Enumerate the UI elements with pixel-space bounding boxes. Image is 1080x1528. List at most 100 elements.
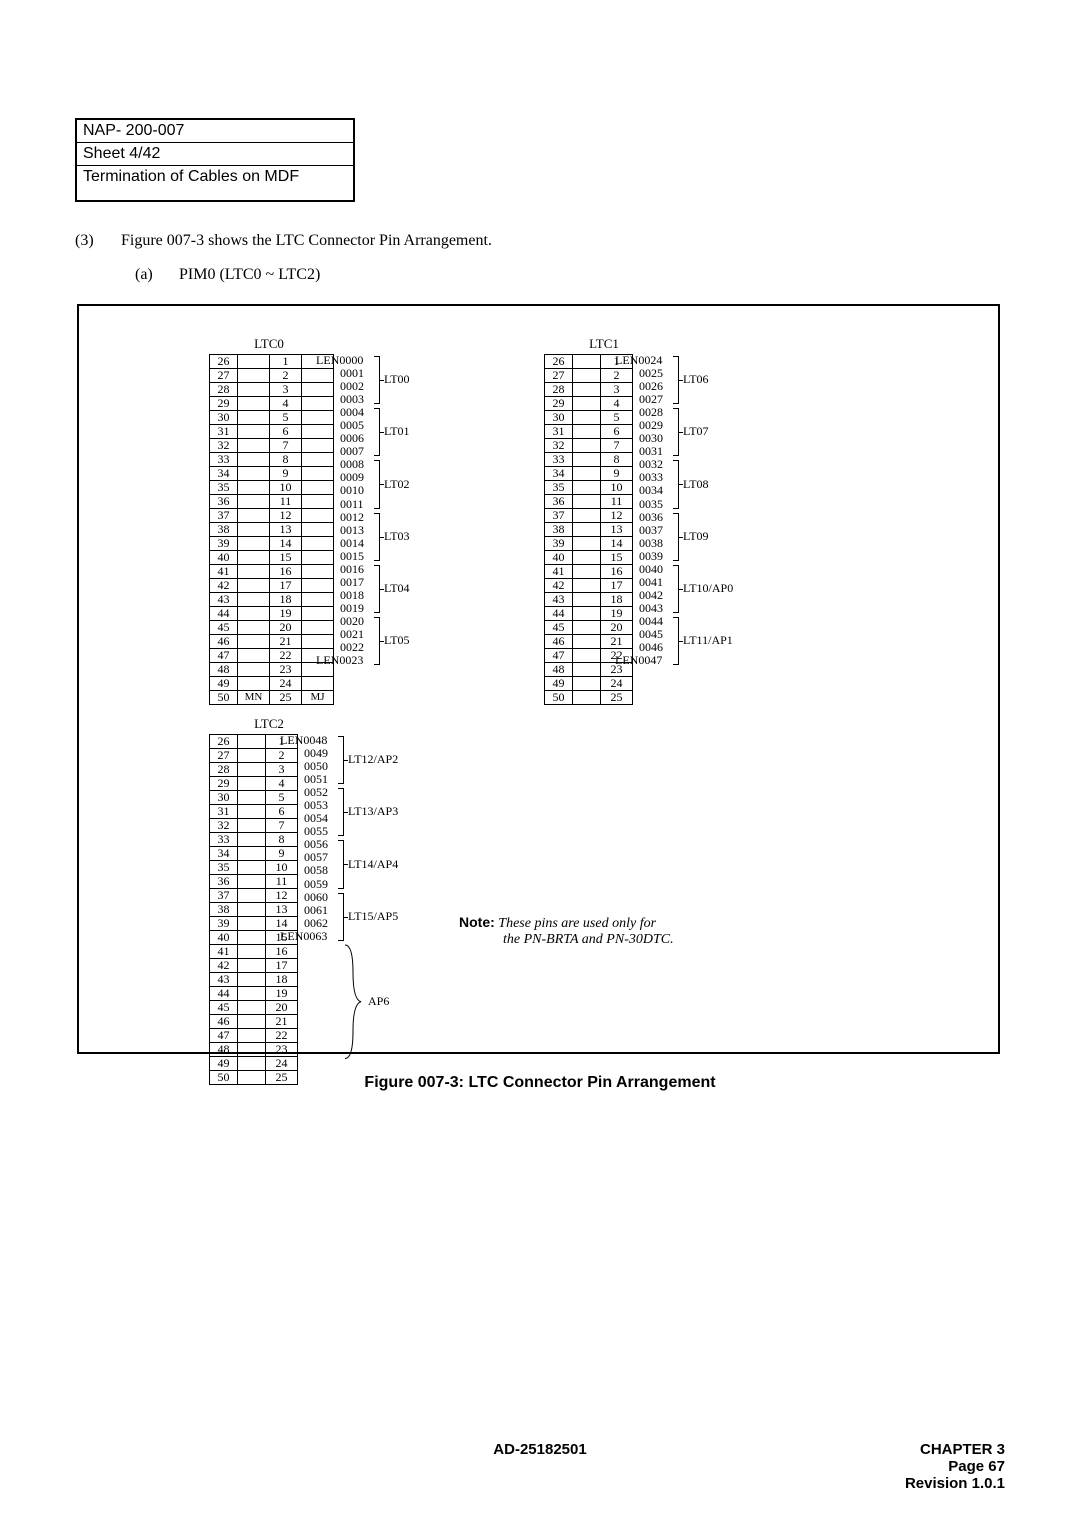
table-row: 4217 xyxy=(545,579,633,593)
pin-cell xyxy=(238,453,270,467)
pin-right: 4 xyxy=(601,397,633,411)
table-row: 3813 xyxy=(210,523,334,537)
bracket xyxy=(673,408,679,456)
table-row: 327 xyxy=(545,439,633,453)
pin-left: 49 xyxy=(210,1057,238,1071)
table-row: 338 xyxy=(210,453,334,467)
pin-right: 17 xyxy=(266,959,298,973)
len-value: 0059 xyxy=(304,878,328,891)
ltc2-title: LTC2 xyxy=(209,716,329,732)
len-value: 0061 xyxy=(304,904,328,917)
table-row: 338 xyxy=(210,833,298,847)
pin-gap xyxy=(573,467,601,481)
pin-right: 21 xyxy=(266,1015,298,1029)
pin-cell xyxy=(302,509,334,523)
pin-cell xyxy=(238,495,270,509)
pin-cell: 30 xyxy=(210,411,238,425)
table-row: 4015 xyxy=(210,551,334,565)
ltc0-len-col: LEN0000000100020003000400050006000700080… xyxy=(340,354,364,667)
pin-gap xyxy=(238,1029,266,1043)
pin-gap xyxy=(573,425,601,439)
table-row: 30 5 xyxy=(545,411,633,425)
table-row: 316 xyxy=(545,425,633,439)
pin-gap xyxy=(573,495,601,509)
table-row: 4419 xyxy=(210,987,298,1001)
pin-right: 5 xyxy=(601,411,633,425)
pin-right: 11 xyxy=(266,875,298,889)
len-value: LEN0047 xyxy=(615,654,663,667)
pin-cell xyxy=(302,369,334,383)
pin-gap xyxy=(573,579,601,593)
pin-left: 39 xyxy=(210,917,238,931)
table-row: 272 xyxy=(545,369,633,383)
pin-cell: 22 xyxy=(270,649,302,663)
pin-right: 13 xyxy=(601,523,633,537)
len-value: 0038 xyxy=(639,537,663,550)
pin-cell: 18 xyxy=(270,593,302,607)
pin-cell xyxy=(302,467,334,481)
pin-gap xyxy=(573,369,601,383)
pin-gap xyxy=(573,607,601,621)
table-row: 3510 xyxy=(210,861,298,875)
table-row: 4924 xyxy=(210,1057,298,1071)
note-line1: These pins are used only for xyxy=(498,916,656,931)
pin-cell xyxy=(302,439,334,453)
len-value: 0039 xyxy=(639,550,663,563)
pin-gap xyxy=(573,453,601,467)
pin-gap xyxy=(238,1071,266,1085)
table-row: 3510 xyxy=(545,481,633,495)
pin-gap xyxy=(238,1015,266,1029)
table-row: 349 xyxy=(545,467,633,481)
pin-left: 37 xyxy=(545,509,573,523)
pin-gap xyxy=(238,987,266,1001)
bracket xyxy=(374,408,380,456)
table-row: 4520 xyxy=(210,621,334,635)
figure-box: LTC0261272283294305316327338349351036113… xyxy=(77,304,1000,1054)
pin-cell xyxy=(238,397,270,411)
pin-cell: 26 xyxy=(210,355,238,369)
pin-cell xyxy=(238,369,270,383)
pin-gap xyxy=(573,481,601,495)
table-row: 349 xyxy=(210,467,334,481)
table-row: 3611 xyxy=(210,495,334,509)
pin-right: 10 xyxy=(601,481,633,495)
len-value: 0018 xyxy=(340,589,364,602)
pin-cell: 42 xyxy=(210,579,238,593)
table-row: 3712 xyxy=(210,509,334,523)
pin-gap xyxy=(573,509,601,523)
pin-gap xyxy=(238,917,266,931)
table-row: 3712 xyxy=(545,509,633,523)
pin-right: 15 xyxy=(601,551,633,565)
pin-right: 16 xyxy=(266,945,298,959)
lt-label: LT00 xyxy=(384,372,410,387)
pin-cell xyxy=(238,411,270,425)
pin-right: 7 xyxy=(266,819,298,833)
pin-left: 30 xyxy=(545,411,573,425)
pin-cell xyxy=(302,397,334,411)
pin-right: 3 xyxy=(266,763,298,777)
pin-right: 5 xyxy=(266,791,298,805)
pin-right: 6 xyxy=(601,425,633,439)
pin-right: 20 xyxy=(601,621,633,635)
table-row: 294 xyxy=(545,397,633,411)
ap6-brace xyxy=(343,943,363,1060)
pin-left: 40 xyxy=(210,931,238,945)
header-sheet: Sheet 4/42 xyxy=(77,143,353,166)
pin-gap xyxy=(238,861,266,875)
pin-gap xyxy=(238,847,266,861)
pin-left: 50 xyxy=(545,691,573,705)
pin-right: 8 xyxy=(601,453,633,467)
pin-left: 30 xyxy=(210,791,238,805)
len-value: 0011 xyxy=(340,498,364,511)
pin-right: 21 xyxy=(601,635,633,649)
pin-cell: 16 xyxy=(270,565,302,579)
pin-gap xyxy=(238,945,266,959)
len-value: 0037 xyxy=(639,524,663,537)
pin-cell xyxy=(302,551,334,565)
table-row: 4217 xyxy=(210,959,298,973)
footer-chapter: CHAPTER 3 xyxy=(905,1441,1005,1458)
pin-cell xyxy=(238,523,270,537)
pin-left: 35 xyxy=(210,861,238,875)
pin-gap xyxy=(238,889,266,903)
len-value: 0043 xyxy=(639,602,663,615)
